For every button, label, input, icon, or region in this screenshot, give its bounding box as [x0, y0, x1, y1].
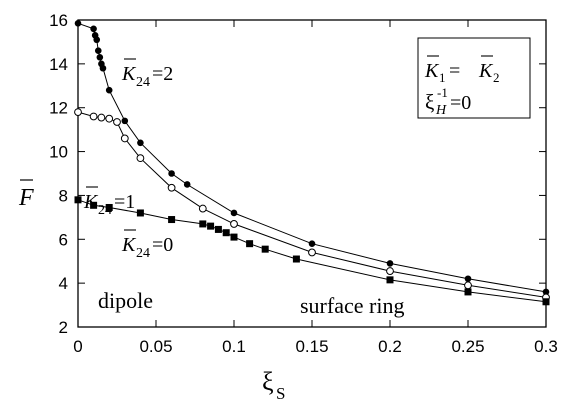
data-point: [93, 36, 101, 44]
data-point: [74, 19, 82, 27]
data-point: [386, 276, 394, 284]
y-tick-label: 16: [49, 11, 68, 30]
data-point: [198, 204, 207, 213]
series-3: [74, 196, 550, 306]
data-point: [74, 196, 82, 204]
x-axis-label: ξ S: [262, 367, 285, 403]
k24-0-base: K: [121, 234, 137, 256]
data-point: [168, 216, 176, 224]
k24-0-rest: =0: [152, 234, 173, 256]
data-point: [222, 229, 230, 237]
x-tick-label: 0.15: [295, 337, 328, 356]
data-point: [121, 117, 129, 125]
inset-box-frame: [417, 37, 531, 119]
data-point: [105, 203, 113, 211]
data-point: [105, 114, 114, 123]
series-2: [74, 108, 550, 302]
data-point: [183, 181, 191, 188]
y-axis-label: F: [18, 179, 34, 211]
data-point: [464, 275, 472, 283]
k24-1-base: K: [83, 191, 99, 213]
k24-2-base: K: [121, 63, 137, 85]
data-point: [199, 220, 207, 228]
data-point: [97, 113, 106, 122]
x-tick-label: 0.3: [534, 337, 558, 356]
data-point: [464, 288, 472, 296]
annotation-dipole: dipole: [98, 288, 153, 313]
data-point: [120, 134, 129, 143]
data-point: [542, 298, 550, 306]
data-point: [230, 220, 238, 228]
data-point: [464, 281, 472, 290]
data-point: [261, 245, 269, 253]
x-tick-label: 0.1: [222, 337, 246, 356]
data-point: [168, 170, 175, 177]
series-label-k24-2: K 24 =2: [121, 58, 173, 90]
data-point: [99, 64, 107, 72]
data-point: [386, 267, 394, 275]
data-point: [137, 139, 144, 147]
x-label-subscript: S: [276, 384, 285, 403]
inset-k1-sub: 1: [439, 70, 446, 85]
annotation-surface-ring: surface ring: [300, 293, 404, 318]
data-point: [292, 255, 300, 263]
inset-eq: =: [444, 60, 465, 82]
k24-1-rest: =1: [114, 191, 135, 213]
series-label-k24-1: K 24 =1: [83, 186, 135, 218]
data-point: [542, 288, 550, 296]
data-point: [207, 222, 215, 230]
k24-0-sub: 24: [136, 246, 150, 261]
y-tick-label: 2: [59, 318, 68, 337]
series-label-k24-0: K 24 =0: [121, 229, 173, 261]
data-point: [74, 108, 82, 116]
data-point: [230, 233, 238, 241]
y-tick-label: 14: [49, 55, 68, 74]
y-tick-label: 10: [49, 143, 68, 162]
x-tick-label: 0: [73, 337, 82, 356]
data-point: [230, 209, 238, 217]
inset-k2-sub: 2: [493, 70, 500, 85]
data-point: [105, 86, 113, 94]
data-point: [90, 201, 98, 209]
series-line: [77, 111, 547, 298]
inset-xi-sub: H: [435, 103, 447, 118]
data-point: [96, 53, 104, 61]
data-point: [246, 240, 254, 248]
y-tick-label: 6: [59, 230, 68, 249]
inset-box: K 1 = K 2 ξ -1 H =0: [417, 37, 531, 119]
series-group: [74, 19, 550, 306]
y-label-text: F: [18, 185, 34, 211]
y-tick-label: 4: [59, 274, 68, 293]
inset-k2: K: [478, 60, 494, 82]
data-point: [308, 248, 316, 257]
x-tick-label: 0.2: [378, 337, 402, 356]
x-label-text: ξ: [262, 367, 274, 396]
inset-eq-zero: =0: [450, 92, 471, 114]
series-line: [77, 199, 547, 303]
x-tick-label: 0.05: [139, 337, 172, 356]
data-point: [386, 260, 394, 267]
y-tick-label: 12: [49, 99, 68, 118]
inset-xi-sup: -1: [437, 85, 448, 100]
inset-xi: ξ: [425, 90, 434, 114]
y-tick-label: 8: [59, 186, 68, 205]
data-point: [89, 112, 98, 121]
data-point: [94, 47, 102, 54]
k24-1-sub: 24: [98, 203, 112, 218]
data-point: [214, 225, 222, 233]
series-1: [74, 19, 550, 296]
data-point: [136, 154, 145, 163]
data-point: [167, 183, 176, 192]
k24-2-rest: =2: [152, 63, 173, 85]
data-point: [113, 118, 121, 126]
k24-2-sub: 24: [136, 75, 150, 90]
x-tick-label: 0.25: [451, 337, 484, 356]
data-point: [136, 209, 144, 217]
data-point: [308, 240, 316, 247]
data-point: [90, 25, 97, 33]
inset-k1: K: [424, 60, 440, 82]
